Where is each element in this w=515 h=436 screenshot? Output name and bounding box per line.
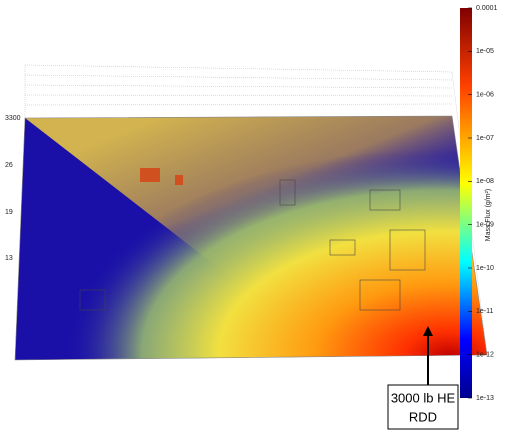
- colorbar: [460, 8, 472, 398]
- arrow-head: [423, 326, 433, 336]
- colorbar-tick-label: 1e-12: [476, 352, 494, 359]
- annotation-box: [387, 384, 459, 430]
- colorbar-tick-label: 1e-09: [476, 222, 494, 229]
- y-tick-label: 19: [5, 209, 13, 216]
- surface: [15, 116, 487, 360]
- y-tick-label: 3300: [5, 115, 21, 122]
- colorbar-tick-label: 1e-05: [476, 48, 494, 55]
- colorbar-tick-label: 1e-08: [476, 178, 494, 185]
- colorbar-label: Mass Flux (g/m²): [485, 189, 492, 242]
- colorbar-tick-label: 1e-10: [476, 265, 494, 272]
- plot-frame: [14, 115, 488, 361]
- colorbar-tick-label: 1e-06: [476, 92, 494, 99]
- colorbar-tick-label: 0.0001: [476, 5, 498, 12]
- colorbar-tick-label: 1e-13: [476, 395, 494, 402]
- colorbar-tick-label: 1e-11: [476, 308, 493, 315]
- annotation: 3000 lb HE: [391, 390, 456, 405]
- annotation: RDD: [409, 409, 437, 424]
- y-tick-label: 26: [5, 162, 13, 169]
- colorbar-tick-label: 1e-07: [476, 135, 494, 142]
- y-tick-label: 13: [5, 255, 13, 262]
